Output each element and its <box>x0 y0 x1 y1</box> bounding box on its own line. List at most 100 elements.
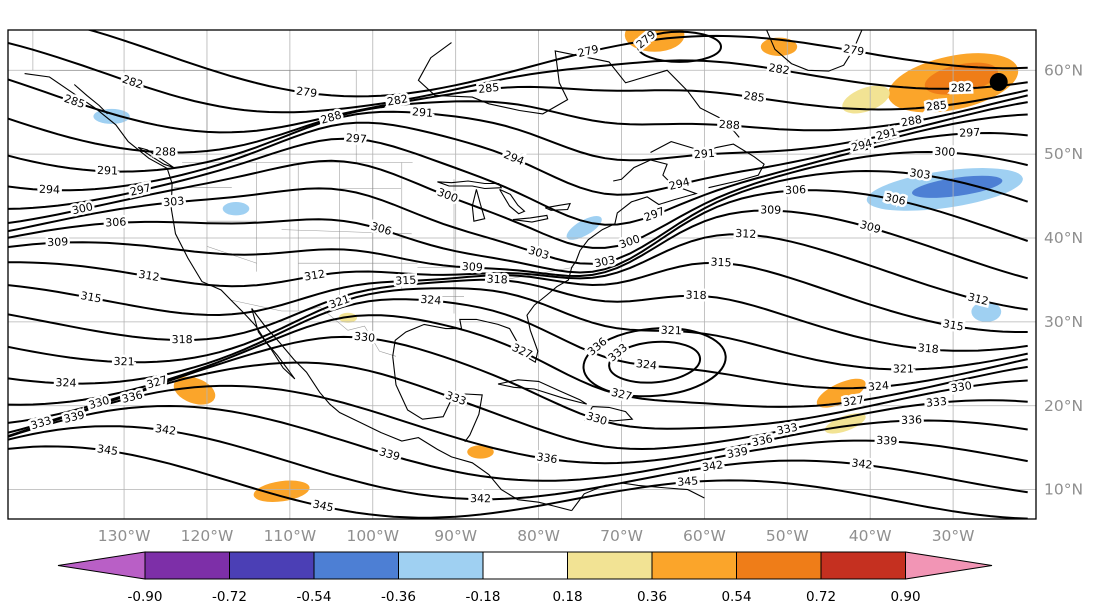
contour-line <box>8 404 1028 482</box>
contour-label: 309 <box>47 235 69 249</box>
contour-label: 312 <box>138 268 161 284</box>
x-tick-label: 120°W <box>181 527 234 545</box>
contour-line <box>8 169 1029 265</box>
contour-label: 324 <box>635 357 657 372</box>
contour-lines <box>8 30 1029 519</box>
contour-line <box>8 445 1028 519</box>
contour-label: 330 <box>353 330 375 345</box>
contour-label: 342 <box>154 422 177 438</box>
colorbar-tick-label: -0.18 <box>466 589 501 605</box>
contour-line <box>8 101 1028 173</box>
colorbar-tick-label: -0.90 <box>128 589 163 605</box>
contour-line <box>8 287 1028 371</box>
closed-contour-line <box>608 340 702 384</box>
contour-label: 279 <box>842 42 865 58</box>
contour-label: 288 <box>155 145 176 159</box>
contour-label: 339 <box>876 434 898 448</box>
contour-label: 285 <box>478 81 500 96</box>
coastline <box>251 308 572 512</box>
colorbar-segment <box>229 551 315 580</box>
coastline <box>571 482 705 511</box>
contour-line <box>8 384 1028 465</box>
contour-line <box>8 233 1028 311</box>
contour-label: 333 <box>925 395 947 410</box>
y-tick-label: 20°N <box>1044 397 1083 415</box>
colorbar-segment <box>398 551 484 580</box>
contour-line <box>8 335 1028 430</box>
contour-line <box>8 113 1028 196</box>
contour-label: 324 <box>55 376 76 390</box>
contour-label: 342 <box>701 458 724 474</box>
y-tick-label: 40°N <box>1044 229 1083 247</box>
anomaly-patch <box>971 301 1002 322</box>
contour-line <box>86 30 1028 98</box>
contour-line <box>8 298 1028 390</box>
colorbar-segment <box>736 551 822 580</box>
contour-label: 285 <box>743 89 766 105</box>
contour-line <box>8 189 1029 274</box>
colorbar-segment <box>482 551 568 580</box>
black-center-dot <box>989 73 1008 91</box>
contour-label: 309 <box>461 260 483 274</box>
x-tick-label: 80°W <box>517 527 560 545</box>
coastline <box>650 141 765 189</box>
colorbar-tick-label: -0.72 <box>212 589 247 605</box>
x-tick-label: 110°W <box>264 527 317 545</box>
contour-label: 282 <box>386 92 409 108</box>
contour-label: 312 <box>735 227 757 241</box>
closed-contour-line <box>582 327 727 398</box>
state-borders <box>32 30 574 357</box>
contour-label: 279 <box>295 84 318 100</box>
colorbar-tick-label: 0.72 <box>806 589 836 605</box>
anomaly-patch <box>467 445 494 459</box>
contour-label: 306 <box>785 183 807 197</box>
anomaly-patch <box>624 30 685 52</box>
coastline <box>392 159 698 364</box>
coastline <box>583 406 634 422</box>
contour-line <box>8 42 1028 114</box>
contour-label: 303 <box>163 194 185 209</box>
closed-contour-line <box>637 30 722 63</box>
anomaly-patch <box>842 85 890 114</box>
contour-label: 345 <box>677 474 699 489</box>
colorbar-tick-label: 0.90 <box>890 589 920 605</box>
contour-label: 336 <box>536 450 559 466</box>
plot-frame <box>7 29 1037 520</box>
x-tick-label: 30°W <box>932 527 975 545</box>
contour-label: 288 <box>900 113 923 129</box>
contour-label: 315 <box>942 317 965 333</box>
contour-label: 321 <box>660 324 681 338</box>
anomaly-patch <box>222 202 250 216</box>
colorbar-segment <box>313 551 399 580</box>
anomaly-patch <box>173 376 216 405</box>
contour-label: 324 <box>420 293 442 308</box>
contour-line <box>8 278 1028 352</box>
colorbar-tick-label: -0.54 <box>297 589 332 605</box>
x-tick-label: 130°W <box>98 527 151 545</box>
contour-line <box>8 361 1028 451</box>
colorbar-segment <box>820 551 906 580</box>
contour-label: 285 <box>925 98 947 113</box>
colorbar-tick-label: 0.18 <box>552 589 582 605</box>
contour-label: 303 <box>909 166 932 182</box>
contour-label: 306 <box>105 215 127 229</box>
anomaly-patch <box>566 216 602 240</box>
coastline <box>73 84 108 115</box>
contour-line <box>8 150 1028 249</box>
contour-label: 297 <box>345 131 367 146</box>
colorbar-tick-label: 0.54 <box>721 589 751 605</box>
contour-label: 315 <box>395 274 417 288</box>
y-tick-label: 10°N <box>1044 481 1083 499</box>
x-tick-label: 70°W <box>600 527 643 545</box>
y-tick-label: 60°N <box>1044 61 1083 79</box>
anomaly-patch <box>93 108 130 124</box>
contour-line <box>8 209 1028 280</box>
colorbar-tick-label: -0.36 <box>381 589 416 605</box>
y-tick-label: 30°N <box>1044 313 1083 331</box>
contour-line <box>8 78 1028 134</box>
contour-line <box>8 425 1028 501</box>
y-tick-label: 50°N <box>1044 145 1083 163</box>
